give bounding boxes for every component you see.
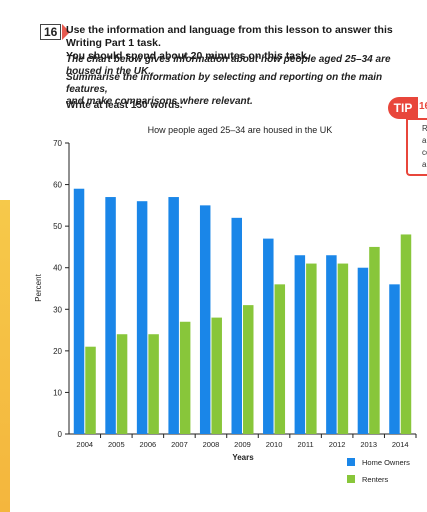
- chart-bars: [73, 188, 412, 434]
- task-description: The chart below gives information about …: [66, 54, 391, 77]
- y-tick-label: 70: [53, 139, 62, 148]
- arrow-right-icon: [62, 24, 71, 40]
- tip-text-fragment: co: [422, 148, 427, 157]
- x-tick-label: 2013: [360, 440, 377, 449]
- bar-home-owners: [294, 255, 306, 434]
- bar-renters: [243, 305, 254, 434]
- bar-renters: [116, 334, 128, 434]
- bar-home-owners: [199, 205, 211, 434]
- y-tick-label: 0: [58, 430, 63, 439]
- bar-renters: [85, 346, 96, 434]
- legend-label: Home Owners: [362, 458, 410, 467]
- tip-pill: TIP: [388, 97, 418, 119]
- x-tick-label: 2005: [108, 440, 125, 449]
- bar-renters: [211, 317, 222, 434]
- x-tick-label: 2007: [171, 440, 188, 449]
- x-tick-label: 2014: [392, 440, 409, 449]
- tip-text-fragment: ar: [422, 136, 427, 145]
- x-tick-label: 2009: [234, 440, 251, 449]
- y-tick-label: 50: [53, 222, 62, 231]
- bar-renters: [148, 334, 159, 434]
- x-tick-label: 2012: [329, 440, 346, 449]
- bar-renters: [400, 234, 412, 434]
- bar-home-owners: [357, 267, 369, 434]
- legend-swatch: [347, 458, 355, 466]
- x-tick-label: 2004: [76, 440, 93, 449]
- summary-line-1: Summarise the information by selecting a…: [66, 72, 383, 95]
- tip-text-fragment: ar: [422, 160, 427, 169]
- bar-renters: [337, 263, 349, 434]
- x-tick-label: 2008: [203, 440, 220, 449]
- tip-number: 16: [419, 101, 427, 112]
- left-page-edge: [0, 200, 10, 512]
- x-tick-label: 2006: [140, 440, 157, 449]
- x-axis-label: Years: [232, 453, 254, 462]
- y-tick-label: 10: [53, 388, 62, 397]
- task-instructions: Use the information and language from th…: [66, 24, 426, 63]
- bar-home-owners: [263, 238, 274, 434]
- chart-title: How people aged 25–34 are housed in the …: [148, 125, 333, 135]
- y-tick-label: 30: [53, 305, 62, 314]
- exercise-number: 16: [40, 24, 62, 40]
- y-tick-label: 60: [53, 181, 62, 190]
- bar-home-owners: [168, 197, 179, 434]
- tip-label: TIP 16: [388, 97, 427, 119]
- summary-line-2: and make comparisons where relevant.: [66, 96, 253, 107]
- word-count-instruction: Write at least 150 words.: [66, 100, 183, 111]
- task-summary: Summarise the information by selecting a…: [66, 72, 426, 108]
- bar-renters: [179, 321, 191, 434]
- legend-label: Renters: [362, 475, 389, 484]
- bar-home-owners: [231, 217, 242, 434]
- tip-box: Re ar co ar: [406, 118, 427, 176]
- bar-renters: [274, 284, 286, 434]
- x-tick-label: 2010: [266, 440, 283, 449]
- exercise-badge: 16: [40, 24, 71, 40]
- task-line-1: Use the information and language from th…: [66, 24, 393, 49]
- bar-home-owners: [105, 197, 116, 434]
- bar-home-owners: [389, 284, 400, 434]
- tip-text-fragment: Re: [422, 124, 427, 133]
- y-tick-label: 40: [53, 264, 62, 273]
- bar-home-owners: [326, 255, 337, 434]
- bar-renters: [306, 263, 317, 434]
- bar-renters: [369, 246, 380, 434]
- y-axis-label: Percent: [34, 273, 43, 301]
- x-tick-label: 2011: [298, 440, 314, 449]
- chart-legend: Home Owners Renters: [347, 458, 410, 484]
- bar-home-owners: [73, 188, 85, 434]
- task-line-2: You should spend about 20 minutes on thi…: [66, 50, 310, 62]
- bar-home-owners: [136, 201, 148, 434]
- y-tick-label: 20: [53, 347, 62, 356]
- legend-swatch: [347, 475, 355, 483]
